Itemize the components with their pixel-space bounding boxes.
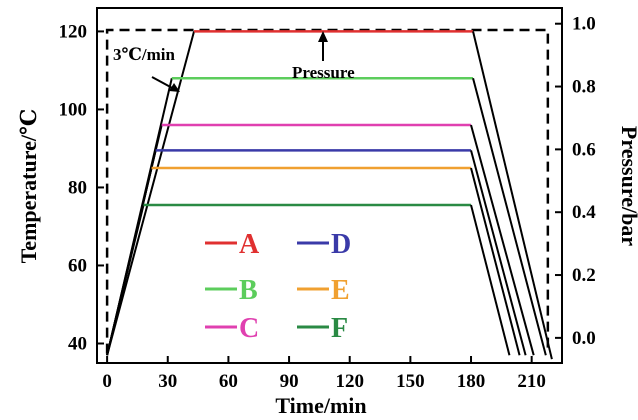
temperature-series bbox=[106, 30, 553, 360]
y-right-tick-label: 0.6 bbox=[572, 139, 596, 160]
legend-label-d: D bbox=[331, 229, 351, 260]
pressure-line bbox=[105, 28, 550, 354]
x-tick-label: 90 bbox=[280, 371, 299, 392]
rate-annotation: 3℃/min bbox=[113, 45, 175, 64]
rate-annotation-arrowhead bbox=[169, 83, 180, 92]
series-b-ramp-down bbox=[472, 77, 547, 356]
y-left-tick-label: 120 bbox=[59, 21, 88, 42]
x-tick-label: 120 bbox=[335, 371, 364, 392]
x-tick-label: 210 bbox=[517, 371, 546, 392]
y-left-tick-label: 100 bbox=[59, 99, 88, 120]
x-tick-label: 150 bbox=[396, 371, 425, 392]
y-left-tick-label: 40 bbox=[68, 333, 87, 354]
x-tick-label: 180 bbox=[457, 371, 486, 392]
series-d-ramp-down bbox=[470, 150, 527, 356]
y-right-tick-label: 0.0 bbox=[572, 328, 596, 349]
y-left-tick-label: 80 bbox=[68, 177, 87, 198]
pressure-annotation: Pressure bbox=[292, 63, 355, 82]
series-a-ramp-down bbox=[472, 31, 553, 360]
y-right-tick-label: 0.2 bbox=[572, 265, 596, 286]
series-e-ramp-down bbox=[470, 167, 521, 356]
x-axis-title: Time/min bbox=[275, 393, 366, 418]
legend-label-f: F bbox=[331, 313, 348, 344]
annotations: 3℃/min Pressure bbox=[113, 31, 355, 92]
series-f-ramp-down bbox=[470, 204, 511, 356]
legend-label-c: C bbox=[239, 313, 259, 344]
left-axis-ticks: 40 60 80 100 120 bbox=[59, 21, 104, 354]
series-f-ramp-up bbox=[106, 204, 145, 356]
x-tick-label: 30 bbox=[158, 371, 177, 392]
y-axis-right-title: Pressure/bar bbox=[617, 126, 638, 246]
x-axis-ticks: 0 30 60 90 120 150 180 210 bbox=[102, 356, 546, 392]
legend-label-b: B bbox=[239, 275, 258, 306]
legend-label-e: E bbox=[331, 275, 350, 306]
y-right-tick-label: 1.0 bbox=[572, 14, 596, 35]
y-right-tick-label: 0.8 bbox=[572, 77, 596, 98]
series-c-ramp-down bbox=[470, 124, 535, 356]
x-tick-label: 60 bbox=[219, 371, 238, 392]
legend-label-a: A bbox=[239, 229, 260, 260]
y-axis-left-title: Temperature/℃ bbox=[16, 109, 41, 264]
pressure-annotation-arrowhead bbox=[318, 31, 328, 42]
y-left-tick-label: 60 bbox=[68, 255, 87, 276]
series-a-ramp-up bbox=[106, 31, 196, 356]
y-right-tick-label: 0.4 bbox=[572, 202, 596, 223]
plot-frame bbox=[96, 7, 563, 364]
pressure-curve bbox=[105, 28, 550, 354]
legend: ABC DEF bbox=[205, 229, 351, 344]
right-axis-ticks: 0.0 0.2 0.4 0.6 0.8 1.0 bbox=[555, 14, 596, 349]
x-tick-label: 0 bbox=[102, 371, 112, 392]
